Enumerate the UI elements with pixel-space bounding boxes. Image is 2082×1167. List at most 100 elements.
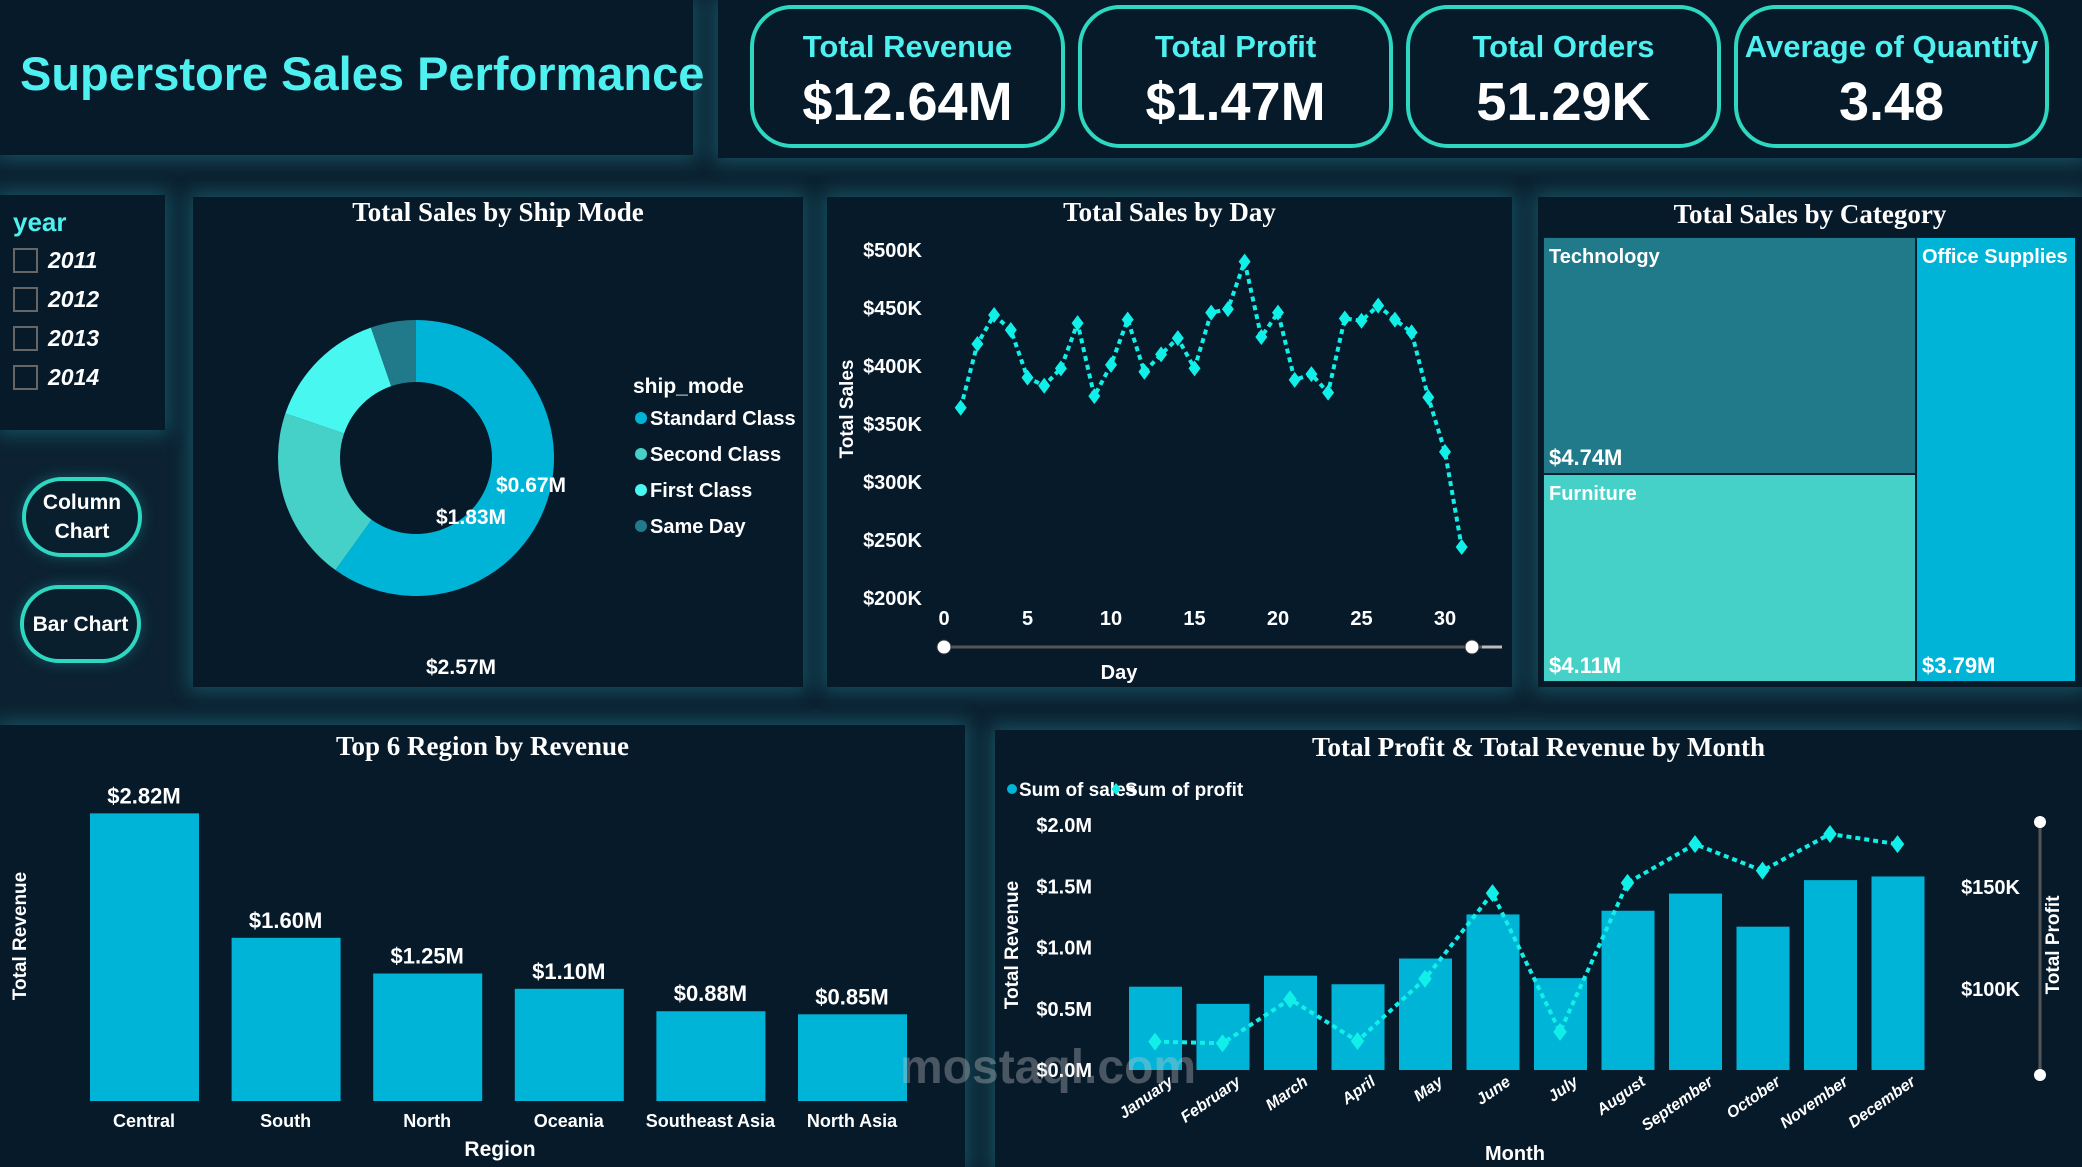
chart-title: Total Sales by Category	[1673, 199, 1947, 229]
x-axis-label: Region	[464, 1138, 535, 1161]
bar-north[interactable]	[373, 973, 483, 1102]
y-tick-label: $1.0M	[1036, 938, 1092, 960]
profit-data-point	[1620, 873, 1635, 892]
profit-data-point	[1418, 969, 1432, 988]
y-tick-label: $350K	[863, 414, 922, 436]
chart-title: Total Sales by Day	[1063, 197, 1276, 227]
x-tick-label: 30	[1434, 608, 1456, 630]
x-tick-label: Oceania	[534, 1111, 605, 1131]
checkbox[interactable]	[13, 326, 38, 351]
range-slider-end-handle[interactable]	[1464, 639, 1480, 655]
slicer-option-2013[interactable]: 2013	[13, 325, 99, 352]
x-tick-label: November	[1777, 1073, 1851, 1132]
bar-april[interactable]	[1331, 984, 1385, 1070]
ship-mode-panel: Total Sales by Ship Mode $7.58M$2.57M$1.…	[193, 197, 803, 687]
slicer-option-2012[interactable]: 2012	[13, 286, 99, 313]
legend-item: Standard Class	[650, 408, 796, 430]
legend-item: Sum of profit	[1125, 780, 1244, 801]
kpi-value: $12.64M	[802, 72, 1013, 132]
kpi-value: 3.48	[1838, 72, 1945, 132]
x-tick-label: 10	[1100, 608, 1122, 630]
slicer-option-2011[interactable]: 2011	[13, 247, 97, 274]
y-axis-label: Total Revenue	[1002, 881, 1023, 1009]
slice-data-label: $2.57M	[426, 656, 496, 679]
kpi-strip: Total Revenue $12.64M Total Profit $1.47M …	[718, 0, 2082, 158]
y-tick-label: $200K	[863, 588, 922, 610]
kpi-value: $1.47M	[1145, 72, 1326, 132]
legend-marker-icon	[1007, 784, 1017, 794]
checkbox[interactable]	[13, 365, 38, 390]
x-axis-label: Day	[1101, 662, 1139, 684]
bar-december[interactable]	[1871, 876, 1925, 1070]
x-tick-label: 5	[1022, 608, 1033, 630]
x-tick-label: July	[1545, 1073, 1582, 1106]
x-tick-label: North Asia	[807, 1111, 898, 1131]
bar-south[interactable]	[231, 937, 341, 1101]
data-point	[1138, 363, 1151, 380]
bar-central[interactable]	[90, 813, 199, 1101]
legend-item: First Class	[650, 480, 752, 502]
data-point	[1155, 346, 1168, 363]
bar-oceania[interactable]	[514, 988, 624, 1101]
kpi-card-total-profit: Total Profit $1.47M	[1078, 5, 1393, 148]
y2-axis-label: Total Profit	[2043, 895, 2064, 995]
page-title: Superstore Sales Performance	[20, 47, 705, 100]
data-point	[1205, 304, 1218, 321]
data-point	[1088, 388, 1101, 405]
column-chart-button[interactable]: Column Chart	[22, 477, 142, 557]
checkbox[interactable]	[13, 287, 38, 312]
x-tick-label: March	[1263, 1073, 1312, 1114]
y-range-slider-top-handle[interactable]	[2034, 816, 2046, 828]
y-tick-label: $250K	[863, 530, 922, 552]
slice-data-label: $1.83M	[436, 506, 506, 529]
kpi-card-total-orders: Total Orders 51.29K	[1406, 5, 1721, 148]
region-bar-chart: $2.82M Central $1.60M South $1.25M North $1.10…	[10, 783, 907, 1161]
y-tick-label: $300K	[863, 472, 922, 494]
x-tick-label: June	[1473, 1073, 1513, 1108]
month-panel: Total Profit & Total Revenue by Month Su…	[995, 730, 2082, 1167]
cell-value: $4.11M	[1549, 653, 1622, 678]
data-point	[1272, 304, 1284, 321]
data-point	[1322, 384, 1335, 401]
bar-north-asia[interactable]	[798, 1014, 907, 1101]
bar-data-label: $1.10M	[532, 959, 605, 984]
donut-slice-standard-class	[335, 320, 554, 596]
data-point	[1372, 297, 1385, 314]
treemap-cell-office-supplies[interactable]: Office Supplies $3.79M	[1916, 237, 2076, 682]
bar-october[interactable]	[1736, 926, 1790, 1070]
x-tick-label: 25	[1350, 608, 1372, 630]
bar-data-label: $0.88M	[674, 981, 747, 1006]
slicer-option-2014[interactable]: 2014	[13, 364, 99, 391]
profit-data-point	[1688, 835, 1702, 854]
profit-data-point	[1215, 1034, 1230, 1053]
data-point	[1054, 360, 1067, 377]
y-range-slider-bottom-handle[interactable]	[2034, 1069, 2046, 1081]
sales-line	[958, 254, 1464, 548]
bar-chart-button[interactable]: Bar Chart	[20, 585, 141, 663]
range-slider-start-handle[interactable]	[936, 639, 952, 655]
ship-mode-donut-chart: $7.58M$2.57M$1.83M$0.67Mship_modeStandar…	[278, 320, 796, 679]
x-tick-label: 0	[938, 608, 949, 630]
bar-september[interactable]	[1669, 893, 1722, 1070]
treemap-cell-technology[interactable]: Technology $4.74M	[1543, 237, 1916, 474]
profit-data-point	[1890, 835, 1905, 854]
data-point	[1305, 366, 1318, 383]
bar-southeast-asia[interactable]	[656, 1011, 766, 1101]
bar-november[interactable]	[1804, 880, 1857, 1070]
data-point	[954, 399, 967, 416]
x-tick-label: October	[1724, 1073, 1785, 1123]
bar-june[interactable]	[1466, 914, 1520, 1070]
cell-value: $3.79M	[1922, 653, 1996, 678]
treemap-cell-furniture[interactable]: Furniture $4.11M	[1543, 474, 1916, 682]
profit-line	[1154, 831, 1898, 1046]
slicer-title: year	[13, 207, 67, 237]
checkbox[interactable]	[13, 248, 38, 273]
year-slicer: year 2011 2012 2013 2014	[0, 195, 165, 430]
data-point	[1071, 315, 1084, 332]
bar-august[interactable]	[1601, 910, 1655, 1070]
data-point	[1405, 324, 1418, 341]
bar-january[interactable]	[1129, 986, 1182, 1070]
bar-march[interactable]	[1264, 975, 1317, 1070]
data-point	[1455, 538, 1468, 555]
